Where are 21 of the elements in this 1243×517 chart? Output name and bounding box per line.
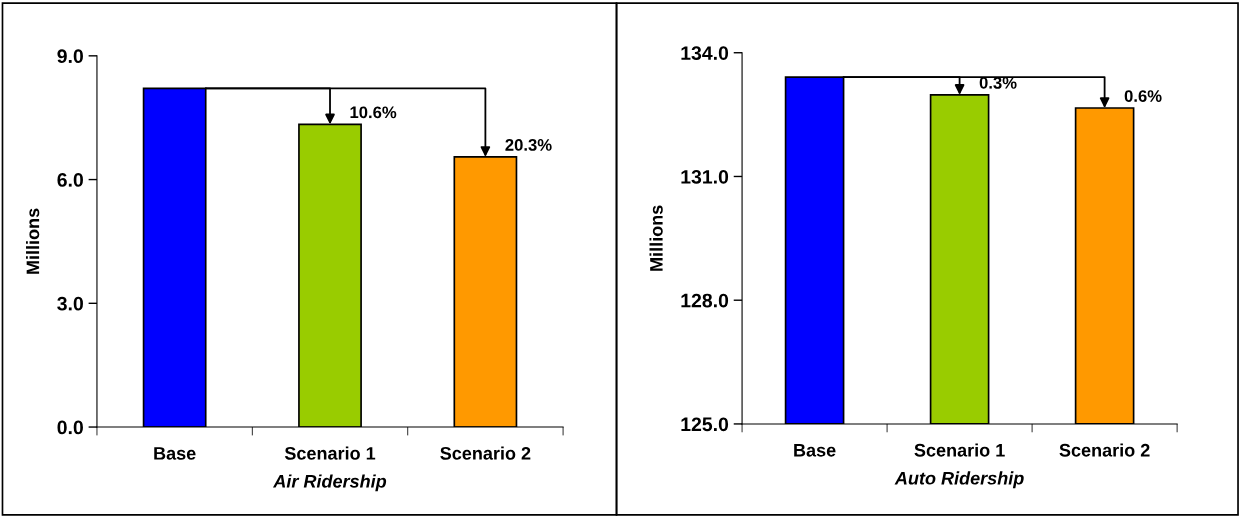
x-tick-label: Scenario 1	[914, 443, 1005, 457]
y-tick-label: 6.0	[57, 173, 83, 187]
x-tick-label: Base	[154, 447, 196, 460]
y-tick-label: 134.0	[681, 46, 729, 60]
x-tick-label: Scenario 1	[284, 446, 376, 460]
x-tick-label: Scenario 2	[1059, 443, 1150, 457]
x-tick-label: Scenario 2	[440, 446, 531, 460]
y-axis-title: Millions	[26, 208, 40, 274]
annotation: 20.3%	[505, 139, 552, 151]
y-tick-label: 9.0	[57, 49, 83, 64]
y-tick-label: 131.0	[681, 169, 729, 184]
y-axis-title: Millions	[649, 205, 663, 271]
y-tick-label: 125.0	[681, 417, 729, 432]
x-axis-title: Air Ridership	[272, 474, 387, 492]
annotation: 0.6%	[1124, 90, 1162, 102]
x-axis-title: Auto Ridership	[894, 471, 1024, 489]
annotation: 10.6%	[350, 106, 397, 119]
y-tick-label: 128.0	[681, 293, 729, 308]
x-tick-label: Base	[794, 444, 836, 457]
y-tick-label: 0.0	[57, 420, 83, 435]
y-tick-label: 3.0	[57, 296, 83, 311]
